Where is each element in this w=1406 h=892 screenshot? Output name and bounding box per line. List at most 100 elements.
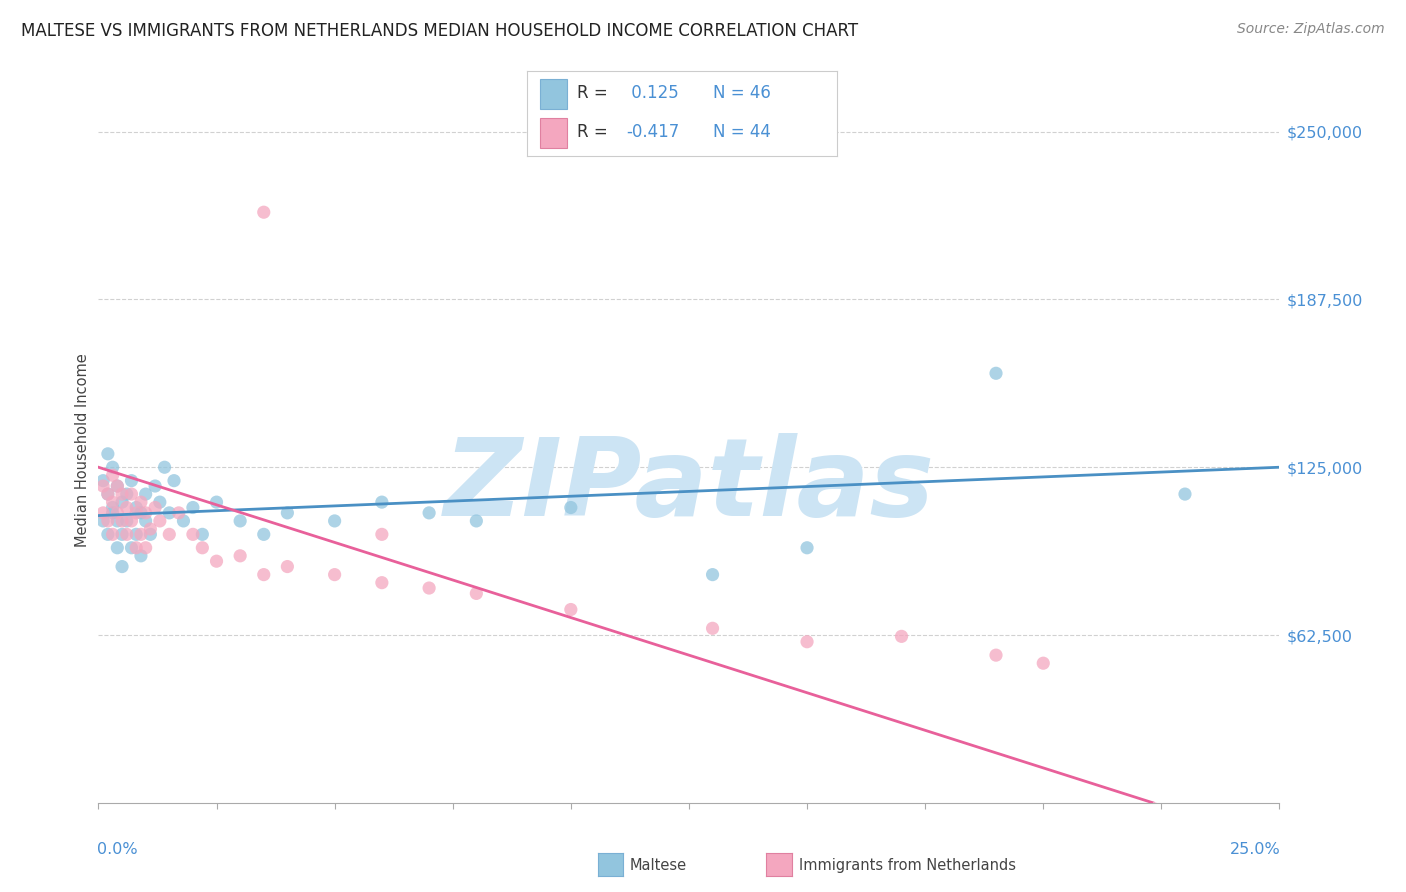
Point	[139, 522, 162, 536]
Point	[101, 460, 124, 475]
Point	[115, 527, 138, 541]
Point	[101, 468, 124, 483]
Text: -0.417: -0.417	[626, 123, 679, 141]
Point	[205, 495, 228, 509]
Point	[121, 474, 143, 488]
Point	[105, 541, 128, 555]
Point	[984, 366, 1007, 380]
Text: N = 46: N = 46	[713, 85, 770, 103]
Text: ZIPatlas: ZIPatlas	[443, 433, 935, 539]
Point	[125, 541, 148, 555]
Point	[129, 495, 152, 509]
Point	[135, 506, 157, 520]
Point	[105, 479, 128, 493]
Text: 25.0%: 25.0%	[1230, 841, 1281, 856]
Point	[371, 575, 394, 590]
Text: R =: R =	[576, 85, 613, 103]
Point	[135, 541, 157, 555]
Point	[101, 506, 124, 520]
Point	[229, 549, 252, 563]
Point	[91, 514, 114, 528]
Point	[91, 506, 114, 520]
Point	[253, 205, 276, 219]
Point	[418, 581, 440, 595]
Point	[105, 514, 128, 528]
Text: Immigrants from Netherlands: Immigrants from Netherlands	[799, 858, 1015, 872]
Point	[121, 487, 143, 501]
Point	[91, 474, 114, 488]
Text: MALTESE VS IMMIGRANTS FROM NETHERLANDS MEDIAN HOUSEHOLD INCOME CORRELATION CHART: MALTESE VS IMMIGRANTS FROM NETHERLANDS M…	[21, 22, 858, 40]
Point	[143, 500, 166, 515]
Text: N = 44: N = 44	[713, 123, 770, 141]
Point	[139, 527, 162, 541]
Bar	[540, 79, 568, 109]
Point	[984, 648, 1007, 662]
Point	[418, 506, 440, 520]
Point	[371, 527, 394, 541]
Point	[167, 506, 190, 520]
Point	[125, 527, 148, 541]
Point	[121, 514, 143, 528]
Point	[371, 495, 394, 509]
Point	[115, 514, 138, 528]
Point	[702, 567, 724, 582]
Point	[465, 514, 488, 528]
Point	[91, 479, 114, 493]
Point	[229, 514, 252, 528]
Point	[115, 487, 138, 501]
Point	[172, 514, 194, 528]
Point	[191, 527, 214, 541]
Point	[276, 506, 298, 520]
Point	[105, 479, 128, 493]
Point	[323, 514, 346, 528]
Point	[796, 634, 818, 648]
Text: 0.0%: 0.0%	[97, 841, 138, 856]
Point	[101, 527, 124, 541]
Point	[101, 495, 124, 509]
Y-axis label: Median Household Income: Median Household Income	[75, 353, 90, 548]
Point	[125, 500, 148, 515]
Text: 0.125: 0.125	[626, 85, 679, 103]
Point	[191, 541, 214, 555]
Point	[111, 527, 134, 541]
Point	[560, 500, 582, 515]
Point	[97, 514, 120, 528]
Point	[465, 586, 488, 600]
Point	[157, 527, 180, 541]
Point	[149, 514, 172, 528]
Point	[153, 460, 176, 475]
Point	[890, 629, 912, 643]
Point	[115, 500, 138, 515]
Point	[163, 474, 186, 488]
Point	[253, 527, 276, 541]
Text: Maltese: Maltese	[630, 858, 688, 872]
Point	[181, 527, 204, 541]
Point	[111, 559, 134, 574]
Point	[111, 495, 134, 509]
Point	[111, 514, 134, 528]
Text: R =: R =	[576, 123, 613, 141]
Point	[560, 602, 582, 616]
Point	[129, 549, 152, 563]
Point	[149, 495, 172, 509]
Point	[157, 506, 180, 520]
Bar	[540, 118, 568, 147]
Point	[129, 527, 152, 541]
Point	[97, 487, 120, 501]
Point	[97, 487, 120, 501]
Point	[1032, 657, 1054, 671]
Point	[125, 506, 148, 520]
Point	[796, 541, 818, 555]
Point	[135, 514, 157, 528]
Point	[97, 527, 120, 541]
Point	[702, 621, 724, 635]
Point	[129, 506, 152, 520]
Point	[323, 567, 346, 582]
Point	[253, 567, 276, 582]
Point	[135, 487, 157, 501]
Point	[276, 559, 298, 574]
Point	[105, 506, 128, 520]
Point	[1174, 487, 1197, 501]
Point	[97, 447, 120, 461]
Point	[121, 541, 143, 555]
